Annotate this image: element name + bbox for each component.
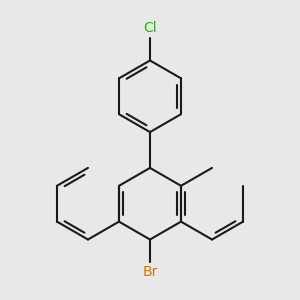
- Text: Br: Br: [142, 265, 158, 279]
- Text: Cl: Cl: [143, 21, 157, 35]
